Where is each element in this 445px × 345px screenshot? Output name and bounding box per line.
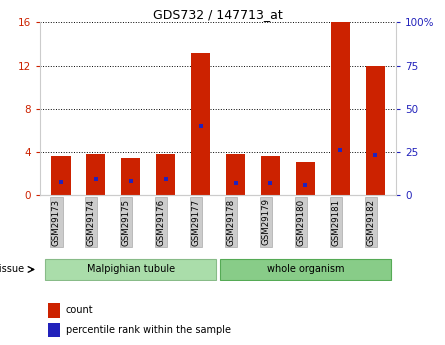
Title: GDS732 / 147713_at: GDS732 / 147713_at bbox=[153, 8, 283, 21]
Text: count: count bbox=[65, 305, 93, 315]
Text: Malpighian tubule: Malpighian tubule bbox=[87, 264, 175, 274]
Bar bbox=[121, 158, 140, 195]
Bar bbox=[48, 303, 60, 317]
Text: GSM29178: GSM29178 bbox=[227, 198, 235, 246]
Bar bbox=[261, 156, 280, 195]
Text: GSM29179: GSM29179 bbox=[261, 198, 271, 245]
Bar bbox=[191, 52, 210, 195]
Bar bbox=[86, 154, 105, 195]
Text: GSM29174: GSM29174 bbox=[87, 198, 96, 246]
Text: GSM29182: GSM29182 bbox=[366, 198, 375, 246]
Text: GSM29176: GSM29176 bbox=[157, 198, 166, 246]
Bar bbox=[156, 154, 175, 195]
Text: GSM29173: GSM29173 bbox=[52, 198, 61, 246]
Text: GSM29177: GSM29177 bbox=[192, 198, 201, 246]
Text: percentile rank within the sample: percentile rank within the sample bbox=[65, 325, 231, 335]
Text: GSM29180: GSM29180 bbox=[296, 198, 305, 246]
Bar bbox=[296, 161, 315, 195]
Text: GSM29181: GSM29181 bbox=[331, 198, 340, 246]
Text: tissue: tissue bbox=[0, 265, 25, 274]
Bar bbox=[365, 66, 385, 195]
Text: whole organism: whole organism bbox=[267, 264, 344, 274]
FancyBboxPatch shape bbox=[220, 259, 391, 280]
Bar bbox=[51, 156, 71, 195]
Bar bbox=[331, 22, 350, 195]
FancyBboxPatch shape bbox=[45, 259, 216, 280]
Bar bbox=[48, 323, 60, 337]
Text: GSM29175: GSM29175 bbox=[122, 198, 131, 246]
Bar bbox=[226, 154, 245, 195]
